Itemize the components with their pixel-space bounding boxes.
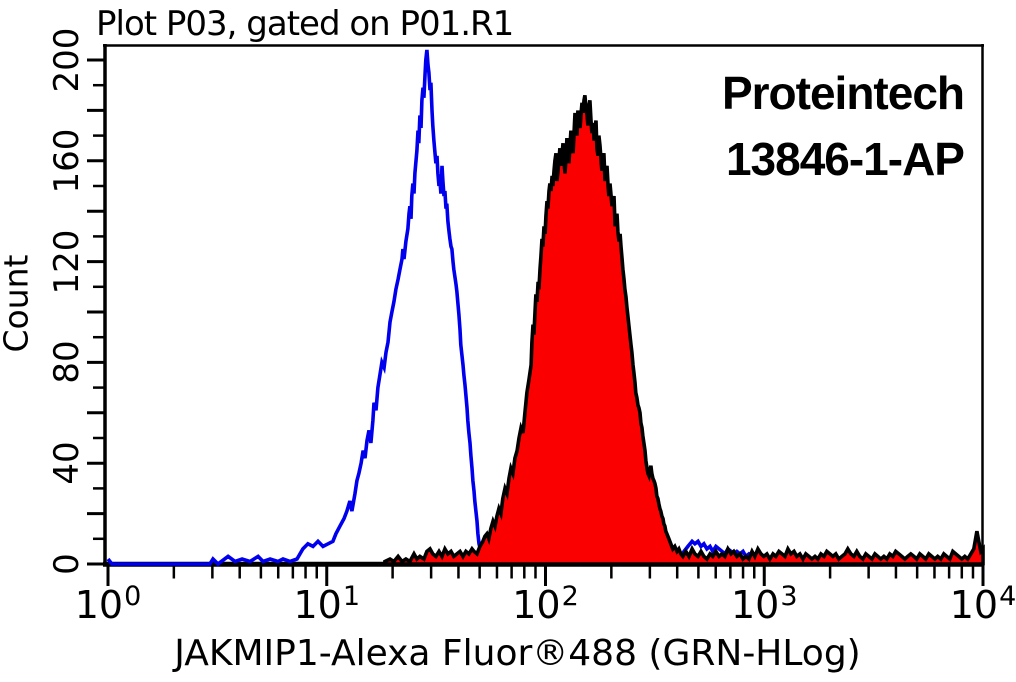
x-axis-label: JAKMIP1-Alexa Fluor®488 (GRN-HLog) — [174, 633, 861, 674]
x-tick-label-10e0: 100 — [74, 581, 142, 627]
x-tick-label-10e2: 102 — [512, 581, 579, 627]
y-tick-label-80: 80 — [47, 340, 87, 385]
x-axis-ticks — [106, 566, 985, 586]
x-tick-exponent: 4 — [999, 581, 1016, 612]
watermark: Proteintech 13846-1-AP — [721, 60, 965, 192]
x-tick-base: 10 — [74, 583, 124, 627]
watermark-catalog-number: 13846-1-AP — [725, 133, 965, 185]
y-tick-label-200: 200 — [47, 27, 87, 93]
y-tick-label-160: 160 — [47, 128, 87, 194]
x-tick-label-10e4: 104 — [949, 581, 1016, 627]
x-tick-exponent: 2 — [561, 581, 579, 612]
watermark-brand: Proteintech — [721, 67, 965, 119]
control-histogram-curve — [106, 49, 985, 567]
y-axis-ticks — [87, 58, 104, 566]
x-tick-base: 10 — [949, 583, 999, 627]
x-tick-base: 10 — [512, 583, 561, 627]
y-tick-label-40: 40 — [47, 441, 87, 485]
x-tick-base: 10 — [293, 583, 342, 627]
x-tick-exponent: 1 — [342, 581, 361, 612]
x-tick-label-10e3: 103 — [730, 581, 798, 627]
x-tick-label-10e1: 101 — [293, 581, 361, 627]
x-tick-exponent: 3 — [780, 581, 798, 612]
x-tick-base: 10 — [730, 583, 780, 627]
x-tick-exponent: 0 — [124, 581, 142, 612]
stained-histogram-curve — [383, 94, 985, 566]
y-tick-label-120: 120 — [47, 229, 87, 295]
plot-title: Plot P03, gated on P01.R1 — [96, 4, 514, 44]
y-axis-label: Count — [0, 254, 36, 353]
y-tick-label-0: 0 — [47, 553, 87, 575]
